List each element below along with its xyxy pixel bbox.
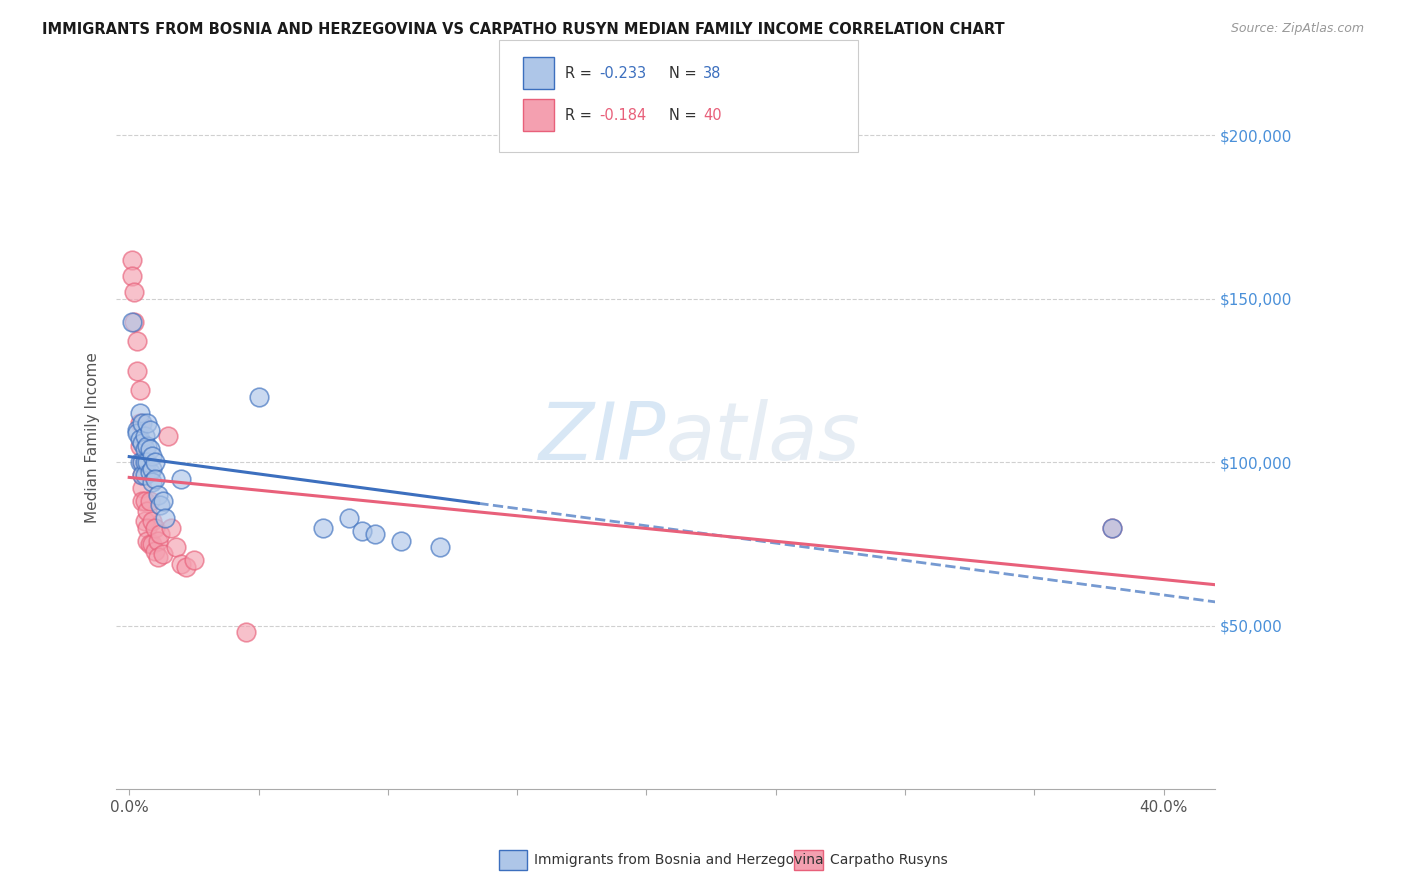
Point <box>125 334 148 349</box>
Text: R =: R = <box>565 66 596 80</box>
Point <box>131 435 153 450</box>
Text: 40: 40 <box>703 108 721 122</box>
Point <box>235 625 257 640</box>
Text: -0.184: -0.184 <box>599 108 647 122</box>
Point <box>1101 521 1123 535</box>
Point <box>136 521 159 535</box>
Point <box>174 560 197 574</box>
Point <box>350 524 373 538</box>
Point <box>143 521 166 535</box>
Point <box>134 494 156 508</box>
Point <box>156 429 179 443</box>
Text: N =: N = <box>669 108 702 122</box>
Point <box>131 468 153 483</box>
Point <box>128 433 150 447</box>
Point <box>143 543 166 558</box>
Point <box>141 514 163 528</box>
Point <box>131 416 153 430</box>
Point <box>136 439 159 453</box>
Point <box>128 406 150 420</box>
Point <box>134 429 156 443</box>
Point <box>143 455 166 469</box>
Text: R =: R = <box>565 108 596 122</box>
Point <box>152 547 174 561</box>
Point <box>131 482 153 496</box>
Point <box>128 439 150 453</box>
Text: ZIP: ZIP <box>538 399 666 476</box>
Point <box>128 455 150 469</box>
Point <box>124 285 146 300</box>
Point <box>139 423 162 437</box>
Point <box>149 498 172 512</box>
Point <box>131 468 153 483</box>
Point <box>131 494 153 508</box>
Point <box>139 537 162 551</box>
Point <box>170 472 193 486</box>
Point <box>128 416 150 430</box>
Point <box>121 268 143 283</box>
Point <box>134 455 156 469</box>
Text: Carpatho Rusyns: Carpatho Rusyns <box>830 853 948 867</box>
Text: atlas: atlas <box>666 399 860 476</box>
Point <box>131 455 153 469</box>
Point <box>121 252 143 267</box>
Point <box>139 494 162 508</box>
Point <box>159 521 181 535</box>
Point <box>136 533 159 548</box>
Point <box>125 423 148 437</box>
Point <box>141 462 163 476</box>
Point <box>146 550 169 565</box>
Point <box>136 416 159 430</box>
Point <box>146 533 169 548</box>
Point <box>136 455 159 469</box>
Point <box>247 390 270 404</box>
Text: -0.233: -0.233 <box>599 66 647 80</box>
Point <box>1101 521 1123 535</box>
Point <box>125 425 148 440</box>
Point <box>134 468 156 483</box>
Point <box>152 494 174 508</box>
Point <box>134 455 156 469</box>
Point <box>139 465 162 479</box>
Point <box>312 521 335 535</box>
Point <box>134 514 156 528</box>
Point <box>139 442 162 457</box>
Point <box>183 553 205 567</box>
Point <box>128 384 150 398</box>
Text: 38: 38 <box>703 66 721 80</box>
Point <box>124 315 146 329</box>
Point <box>141 537 163 551</box>
Point <box>149 527 172 541</box>
Point <box>337 511 360 525</box>
Point <box>429 541 451 555</box>
Point <box>364 527 387 541</box>
Point <box>136 504 159 518</box>
Point <box>134 442 156 457</box>
Point <box>141 449 163 463</box>
Point <box>131 455 153 469</box>
Point <box>143 472 166 486</box>
Point <box>155 511 177 525</box>
Point <box>165 541 187 555</box>
Point <box>121 315 143 329</box>
Point <box>170 557 193 571</box>
Point <box>125 364 148 378</box>
Text: IMMIGRANTS FROM BOSNIA AND HERZEGOVINA VS CARPATHO RUSYN MEDIAN FAMILY INCOME CO: IMMIGRANTS FROM BOSNIA AND HERZEGOVINA V… <box>42 22 1005 37</box>
Text: Immigrants from Bosnia and Herzegovina: Immigrants from Bosnia and Herzegovina <box>534 853 824 867</box>
Point <box>146 488 169 502</box>
Text: N =: N = <box>669 66 702 80</box>
Point <box>141 475 163 489</box>
Y-axis label: Median Family Income: Median Family Income <box>86 352 100 524</box>
Point <box>389 533 412 548</box>
Text: Source: ZipAtlas.com: Source: ZipAtlas.com <box>1230 22 1364 36</box>
